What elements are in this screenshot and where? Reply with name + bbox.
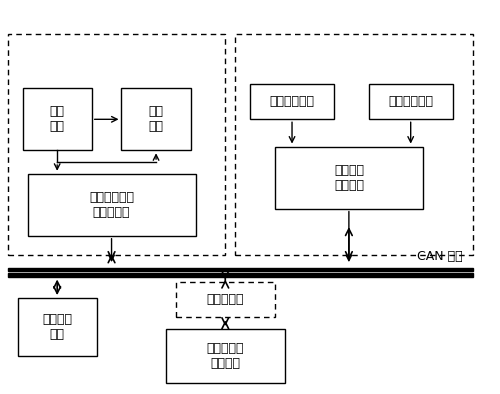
Bar bbox=[122, 88, 190, 151]
Text: 辐射
天线: 辐射 天线 bbox=[148, 105, 164, 133]
Text: 智能
钥匙: 智能 钥匙 bbox=[50, 105, 64, 133]
Text: 语音识别
处理模块: 语音识别 处理模块 bbox=[334, 164, 364, 191]
Bar bbox=[18, 298, 96, 356]
Bar bbox=[8, 273, 472, 277]
Bar bbox=[274, 147, 423, 209]
Text: 语音接收模块: 语音接收模块 bbox=[388, 95, 433, 108]
Bar bbox=[176, 282, 274, 318]
Text: 操作设置模块: 操作设置模块 bbox=[270, 95, 314, 108]
Text: CAN 网络: CAN 网络 bbox=[417, 250, 463, 263]
Bar bbox=[22, 88, 92, 151]
Bar bbox=[166, 329, 284, 383]
Bar bbox=[8, 34, 226, 255]
Text: 车身控制器: 车身控制器 bbox=[206, 294, 244, 307]
Bar bbox=[235, 34, 472, 255]
Bar bbox=[28, 174, 196, 236]
Text: 后备箱开闭
控制模块: 后备箱开闭 控制模块 bbox=[206, 342, 244, 370]
Text: 无钥匙身份识
别处理模块: 无钥匙身份识 别处理模块 bbox=[89, 191, 134, 219]
Text: 车速感测
模块: 车速感测 模块 bbox=[42, 313, 72, 341]
Bar bbox=[250, 84, 334, 119]
Bar bbox=[8, 268, 472, 271]
Bar bbox=[368, 84, 452, 119]
